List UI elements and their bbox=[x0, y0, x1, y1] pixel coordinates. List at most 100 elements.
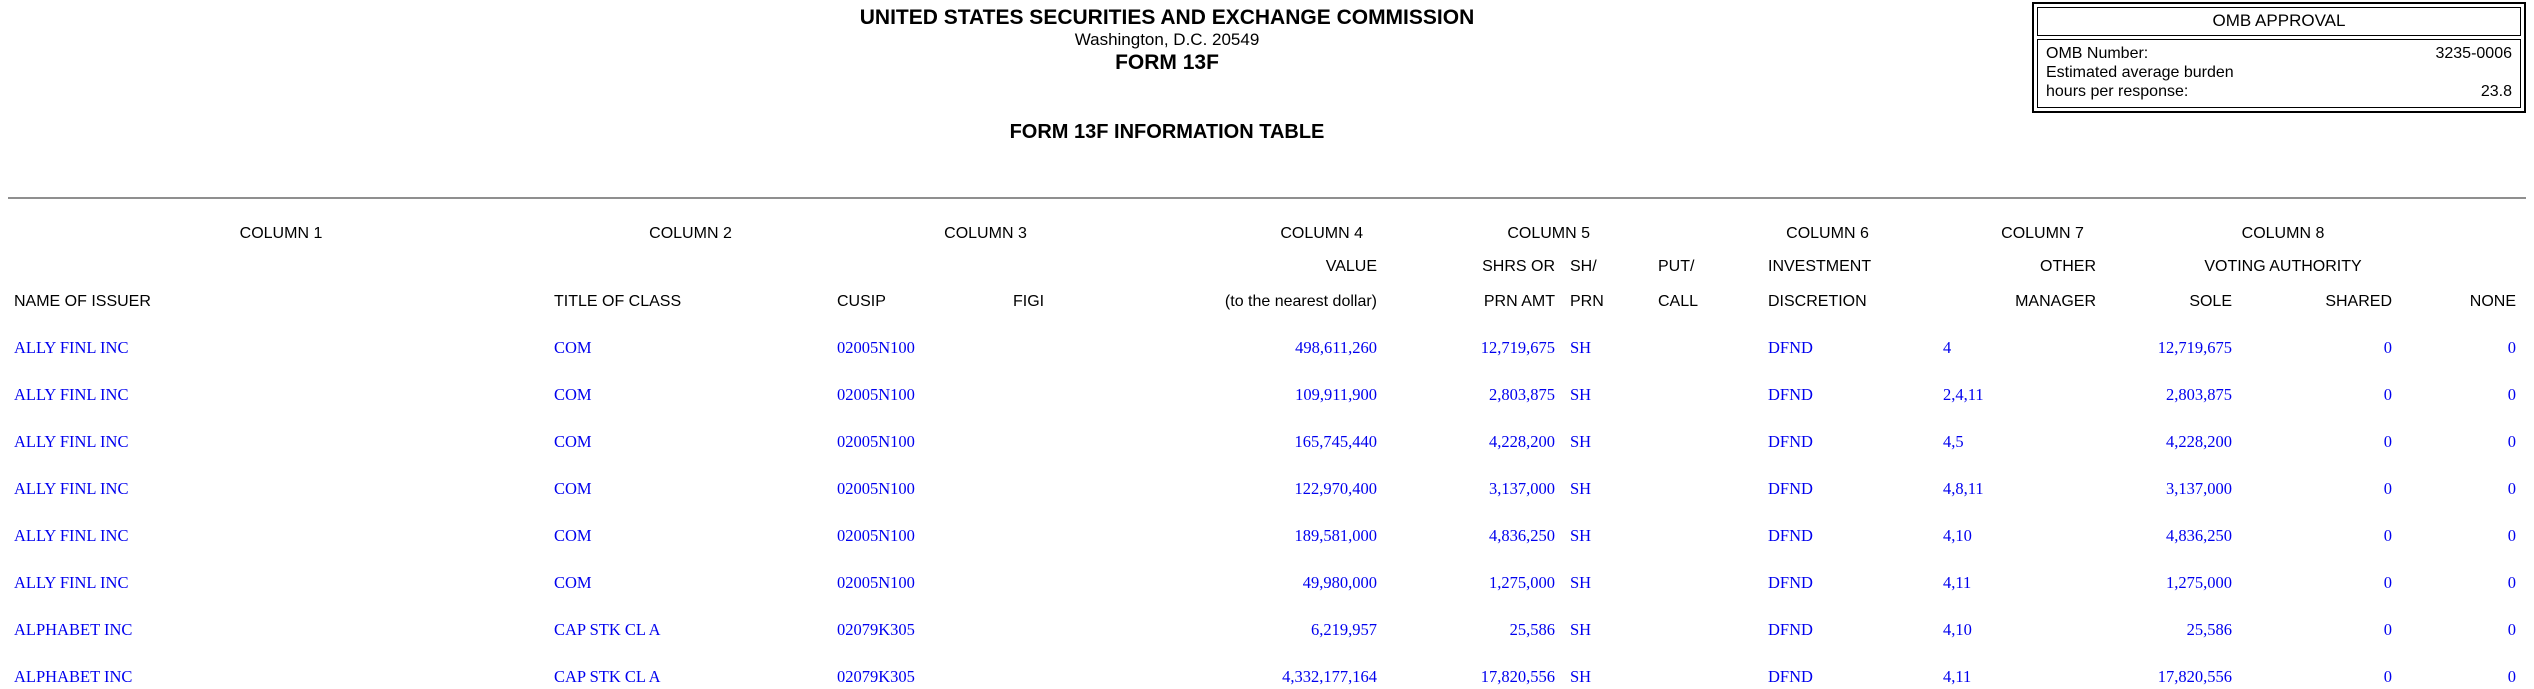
cell-title-of-class: CAP STK CL A bbox=[554, 667, 661, 686]
cell-sh-prn: SH bbox=[1570, 526, 1592, 545]
field-header-row: NAME OF ISSUER TITLE OF CLASS CUSIP FIGI… bbox=[8, 278, 2526, 313]
name-of-issuer-header: NAME OF ISSUER bbox=[14, 293, 151, 310]
cell-investment-discretion: DFND bbox=[1768, 620, 1813, 639]
cell-value: 498,611,260 bbox=[1295, 338, 1377, 357]
omb-number-value: 3235-0006 bbox=[2435, 45, 2512, 62]
empty-cell bbox=[548, 245, 833, 278]
cell-put-call bbox=[1650, 407, 1760, 454]
information-table-title: FORM 13F INFORMATION TABLE bbox=[1009, 121, 1325, 143]
cell-sh-prn: SH bbox=[1570, 667, 1592, 686]
cell-voting-sole: 1,275,000 bbox=[2166, 573, 2232, 592]
cell-put-call bbox=[1650, 548, 1760, 595]
cell-investment-discretion: DFND bbox=[1768, 432, 1813, 451]
cell-figi bbox=[1013, 642, 1138, 689]
cell-value: 49,980,000 bbox=[1302, 573, 1377, 592]
title-of-class-header: TITLE OF CLASS bbox=[554, 293, 682, 310]
cell-shrs-or-prn-amt: 4,836,250 bbox=[1489, 526, 1555, 545]
none-header: NONE bbox=[2469, 293, 2516, 310]
cell-put-call bbox=[1650, 501, 1760, 548]
cell-title-of-class: CAP STK CL A bbox=[554, 620, 661, 639]
omb-number-label: OMB Number: bbox=[2046, 45, 2149, 62]
prn-header: PRN bbox=[1570, 293, 1604, 310]
cell-voting-sole: 4,228,200 bbox=[2166, 432, 2232, 451]
cell-voting-sole: 17,820,556 bbox=[2157, 667, 2232, 686]
cell-other-manager: 4,11 bbox=[1943, 573, 1972, 592]
cell-sh-prn: SH bbox=[1570, 620, 1592, 639]
cell-figi bbox=[1013, 313, 1138, 360]
cell-voting-shared: 0 bbox=[2383, 432, 2392, 451]
cell-voting-none: 0 bbox=[2507, 385, 2516, 404]
cell-name-of-issuer: ALLY FINL INC bbox=[14, 526, 129, 545]
holdings-body: ALLY FINL INC COM 02005N100 498,611,260 … bbox=[8, 313, 2526, 689]
table-row: ALLY FINL INC COM 02005N100 165,745,440 … bbox=[8, 407, 2526, 454]
put-subheader: PUT/ bbox=[1658, 258, 1695, 275]
omb-approval-box: OMB APPROVAL OMB Number: 3235-0006 Estim… bbox=[2032, 2, 2526, 113]
figi-header: FIGI bbox=[1013, 293, 1045, 310]
cell-figi bbox=[1013, 548, 1138, 595]
cell-name-of-issuer: ALLY FINL INC bbox=[14, 479, 129, 498]
table-row: ALPHABET INC CAP STK CL A 02079K305 4,33… bbox=[8, 642, 2526, 689]
column-number-row: COLUMN 1 COLUMN 2 COLUMN 3 COLUMN 4 COLU… bbox=[8, 199, 2526, 245]
cell-name-of-issuer: ALPHABET INC bbox=[14, 667, 133, 686]
call-header: CALL bbox=[1658, 293, 1699, 310]
cell-shrs-or-prn-amt: 17,820,556 bbox=[1480, 667, 1555, 686]
cell-voting-none: 0 bbox=[2507, 573, 2516, 592]
cell-voting-shared: 0 bbox=[2383, 620, 2392, 639]
table-row: ALLY FINL INC COM 02005N100 109,911,900 … bbox=[8, 360, 2526, 407]
cell-title-of-class: COM bbox=[554, 385, 592, 404]
cell-value: 6,219,957 bbox=[1311, 620, 1377, 639]
cell-voting-none: 0 bbox=[2507, 432, 2516, 451]
cell-voting-none: 0 bbox=[2507, 526, 2516, 545]
column-7-header: COLUMN 7 bbox=[2001, 225, 2084, 242]
manager-header: MANAGER bbox=[2015, 293, 2096, 310]
page-header: UNITED STATES SECURITIES AND EXCHANGE CO… bbox=[0, 0, 2534, 197]
cell-voting-shared: 0 bbox=[2383, 479, 2392, 498]
cell-other-manager: 4,10 bbox=[1943, 526, 1972, 545]
cell-investment-discretion: DFND bbox=[1768, 479, 1813, 498]
cell-cusip: 02079K305 bbox=[837, 667, 915, 686]
table-top-rule bbox=[8, 197, 2526, 199]
cell-figi bbox=[1013, 360, 1138, 407]
sub-header-row: VALUE SHRS OR SH/ PUT/ INVESTMENT OTHER … bbox=[8, 245, 2526, 278]
cell-name-of-issuer: ALLY FINL INC bbox=[14, 338, 129, 357]
cell-title-of-class: COM bbox=[554, 573, 592, 592]
cell-other-manager: 4,11 bbox=[1943, 667, 1972, 686]
cell-shrs-or-prn-amt: 2,803,875 bbox=[1489, 385, 1555, 404]
cell-title-of-class: COM bbox=[554, 432, 592, 451]
prn-amt-header: PRN AMT bbox=[1483, 293, 1555, 310]
cell-value: 122,970,400 bbox=[1294, 479, 1378, 498]
cell-title-of-class: COM bbox=[554, 526, 592, 545]
cell-sh-prn: SH bbox=[1570, 338, 1592, 357]
empty-cell bbox=[8, 245, 548, 278]
cell-cusip: 02005N100 bbox=[837, 432, 915, 451]
cell-voting-sole: 4,836,250 bbox=[2166, 526, 2232, 545]
cell-value: 109,911,900 bbox=[1295, 385, 1377, 404]
omb-approval-title: OMB APPROVAL bbox=[2037, 7, 2521, 36]
cell-sh-prn: SH bbox=[1570, 479, 1592, 498]
omb-burden-row-2: hours per response: 23.8 bbox=[2046, 82, 2512, 101]
cell-voting-shared: 0 bbox=[2383, 526, 2392, 545]
cell-name-of-issuer: ALLY FINL INC bbox=[14, 573, 129, 592]
cell-voting-sole: 3,137,000 bbox=[2166, 479, 2232, 498]
cell-shrs-or-prn-amt: 25,586 bbox=[1509, 620, 1555, 639]
cell-investment-discretion: DFND bbox=[1768, 526, 1813, 545]
cell-voting-sole: 2,803,875 bbox=[2166, 385, 2232, 404]
cell-put-call bbox=[1650, 595, 1760, 642]
cell-voting-sole: 25,586 bbox=[2186, 620, 2232, 639]
agency-title: UNITED STATES SECURITIES AND EXCHANGE CO… bbox=[859, 6, 1475, 29]
cell-sh-prn: SH bbox=[1570, 432, 1592, 451]
cell-figi bbox=[1013, 501, 1138, 548]
cell-put-call bbox=[1650, 313, 1760, 360]
sh-subheader: SH/ bbox=[1570, 258, 1597, 275]
cell-value: 165,745,440 bbox=[1294, 432, 1378, 451]
column-5-header: COLUMN 5 bbox=[1507, 225, 1590, 242]
cell-shrs-or-prn-amt: 4,228,200 bbox=[1489, 432, 1555, 451]
cell-voting-shared: 0 bbox=[2383, 573, 2392, 592]
putcall-spacer bbox=[1650, 199, 1760, 245]
cell-other-manager: 4,8,11 bbox=[1943, 479, 1984, 498]
column-1-header: COLUMN 1 bbox=[239, 225, 323, 242]
table-header: COLUMN 1 COLUMN 2 COLUMN 3 COLUMN 4 COLU… bbox=[8, 199, 2526, 313]
omb-burden-value: 23.8 bbox=[2480, 83, 2512, 100]
form-13f-information-table: COLUMN 1 COLUMN 2 COLUMN 3 COLUMN 4 COLU… bbox=[8, 199, 2526, 689]
